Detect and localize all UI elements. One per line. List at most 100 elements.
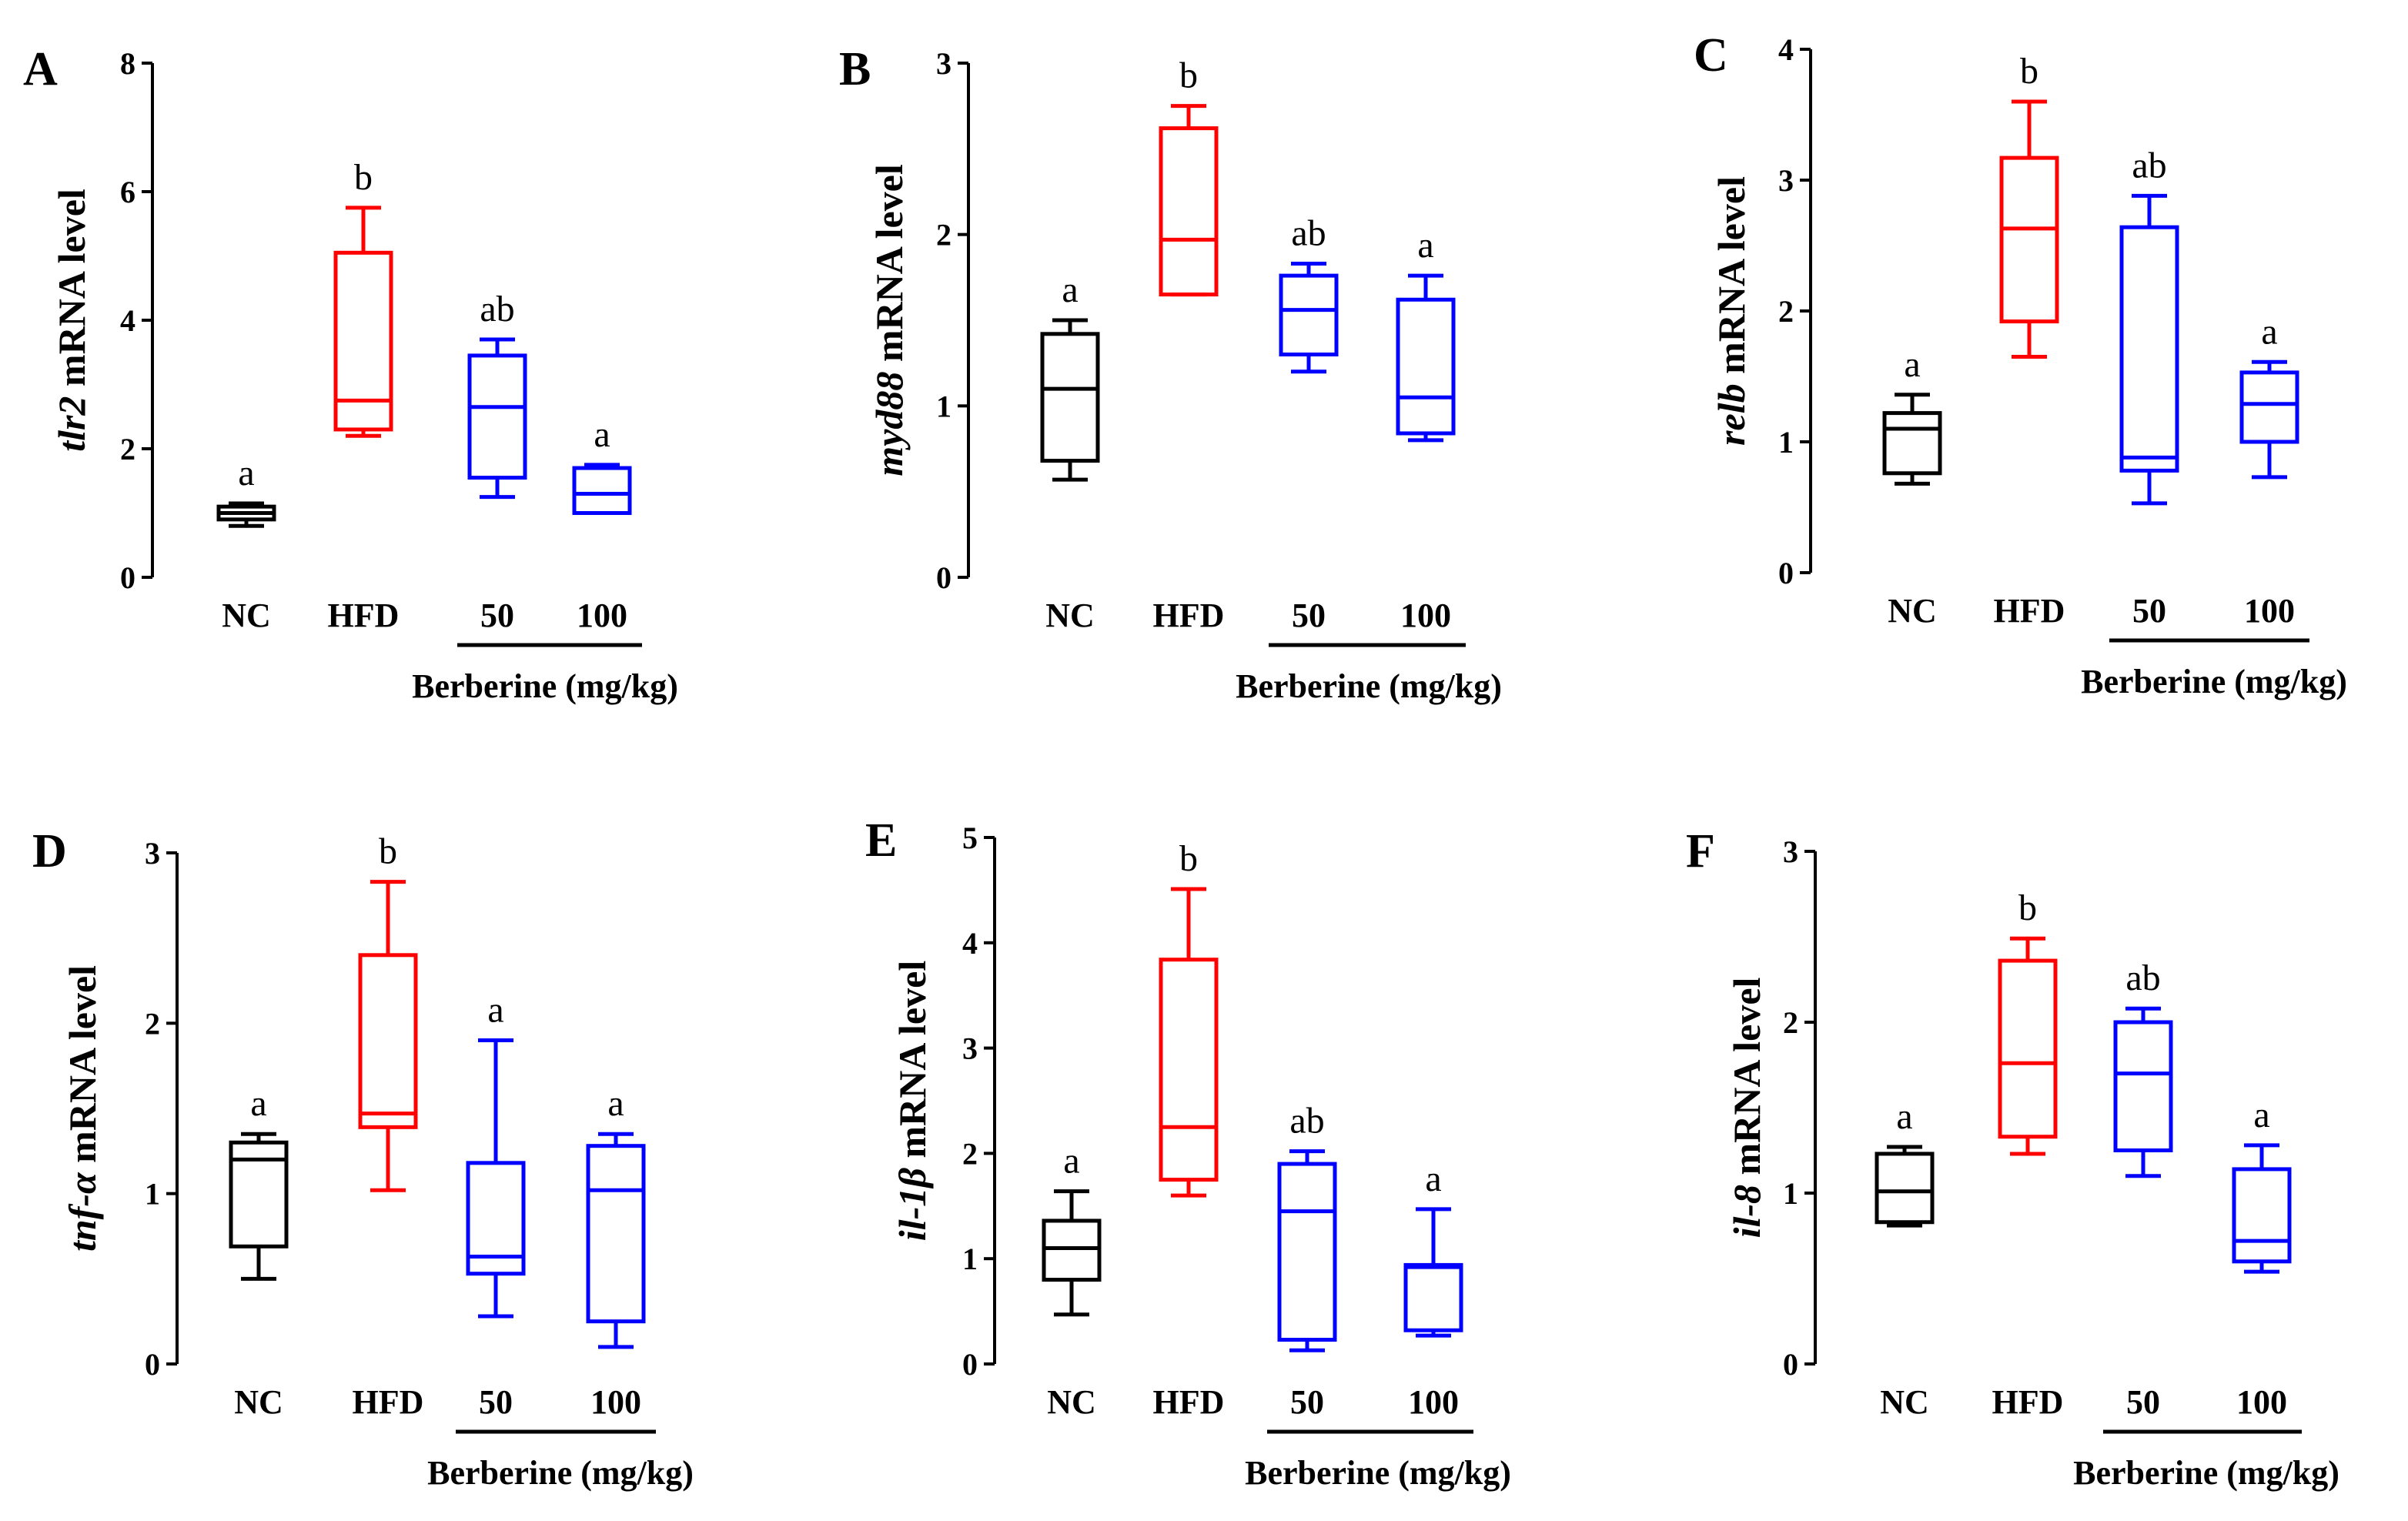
box-iqr xyxy=(1396,297,1456,436)
box-iqr xyxy=(2239,370,2299,444)
significance-letter: a xyxy=(594,414,610,455)
y-axis-gene: tlr2 xyxy=(50,396,93,452)
box-100: a xyxy=(586,1083,646,1349)
category-label: 100 xyxy=(1408,1383,1459,1421)
significance-letter: ab xyxy=(1289,1101,1324,1142)
category-label: HFD xyxy=(1153,597,1225,634)
y-tick-label: 2 xyxy=(962,1136,978,1171)
category-label: NC xyxy=(1880,1383,1929,1421)
box-100: a xyxy=(572,414,632,515)
category-label: 50 xyxy=(480,597,514,634)
y-tick-label: 3 xyxy=(936,46,951,81)
y-tick-label: 3 xyxy=(1778,163,1794,198)
y-axis-suffix: mRNA level xyxy=(891,961,934,1168)
significance-letter: a xyxy=(2261,311,2277,352)
significance-letter: a xyxy=(1417,225,1433,266)
category-label: 50 xyxy=(1292,597,1326,634)
box-iqr xyxy=(1159,958,1219,1182)
box-iqr xyxy=(358,953,418,1129)
box-50: a xyxy=(466,989,526,1319)
y-axis-suffix: mRNA level xyxy=(50,189,93,396)
box-hfd: b xyxy=(333,157,393,438)
category-label: 50 xyxy=(1290,1383,1324,1421)
y-axis-gene: myd88 xyxy=(868,372,911,476)
category-label: 50 xyxy=(2126,1383,2160,1421)
y-tick-label: 4 xyxy=(962,926,978,961)
box-nc: a xyxy=(229,1083,289,1281)
box-nc: a xyxy=(1875,1096,1935,1228)
category-label: NC xyxy=(234,1383,283,1421)
box-hfd: b xyxy=(358,831,418,1192)
significance-letter: a xyxy=(1904,344,1920,385)
y-axis-label: tnf-α mRNA level xyxy=(61,965,104,1252)
group-label: Berberine (mg/kg) xyxy=(1245,1454,1511,1492)
box-iqr xyxy=(1279,273,1339,357)
category-label: 100 xyxy=(590,1383,641,1421)
box-hfd: b xyxy=(1999,51,2059,359)
y-axis-gene: relb xyxy=(1710,383,1753,446)
category-label: HFD xyxy=(1992,1383,2064,1421)
category-label: NC xyxy=(1047,1383,1096,1421)
significance-letter: ab xyxy=(480,289,514,329)
box-nc: a xyxy=(1040,269,1100,482)
significance-letter: a xyxy=(487,989,503,1030)
significance-letter: b xyxy=(2018,888,2037,928)
significance-letter: a xyxy=(1063,1141,1079,1182)
y-tick-label: 2 xyxy=(936,218,951,252)
y-tick-label: 4 xyxy=(1778,32,1794,67)
group-label: Berberine (mg/kg) xyxy=(2073,1454,2339,1492)
box-nc: a xyxy=(1882,344,1942,486)
box-iqr xyxy=(2232,1167,2292,1264)
panel-c: C 0 1 2 3 4 relb mRNA level a NC b HFD ab 50 a 100 Berb… xyxy=(1694,29,2347,700)
category-label: NC xyxy=(1045,597,1095,634)
significance-letter: ab xyxy=(2132,145,2166,186)
y-tick-label: 0 xyxy=(962,1347,978,1382)
group-label: Berberine (mg/kg) xyxy=(2081,663,2347,700)
panel-letter: C xyxy=(1694,29,1728,82)
y-tick-label: 3 xyxy=(1783,834,1798,869)
y-axis-label: relb mRNA level xyxy=(1710,176,1753,446)
box-iqr xyxy=(229,1140,289,1249)
panel-letter: E xyxy=(865,814,897,867)
significance-letter: a xyxy=(250,1083,266,1124)
box-iqr xyxy=(1998,958,2058,1139)
y-axis-gene: il-1β xyxy=(891,1168,934,1241)
box-iqr xyxy=(1277,1162,1337,1342)
significance-letter: b xyxy=(2020,51,2038,92)
box-50: ab xyxy=(2119,145,2179,506)
y-tick-label: 0 xyxy=(1778,556,1794,590)
significance-letter: a xyxy=(238,453,254,493)
category-label: HFD xyxy=(328,597,400,634)
category-label: 50 xyxy=(479,1383,513,1421)
y-axis-suffix: mRNA level xyxy=(61,965,104,1172)
box-50: ab xyxy=(467,289,527,500)
panel-a: A 0 2 4 6 8 tlr2 mRNA level a NC b HFD ab 50 a 100 Berb… xyxy=(23,43,678,705)
significance-letter: a xyxy=(2253,1095,2269,1135)
y-axis-label: il-1β mRNA level xyxy=(891,961,934,1242)
y-tick-label: 1 xyxy=(1778,425,1794,460)
box-nc: a xyxy=(216,453,276,528)
group-label: Berberine (mg/kg) xyxy=(1236,667,1502,705)
y-tick-label: 0 xyxy=(120,560,135,595)
category-label: NC xyxy=(1888,592,1937,630)
panel-letter: A xyxy=(23,43,58,95)
box-iqr xyxy=(1882,411,1942,476)
box-iqr xyxy=(1042,1218,1102,1282)
significance-letter: ab xyxy=(2125,958,2160,998)
y-tick-label: 4 xyxy=(120,303,135,338)
y-tick-label: 2 xyxy=(1778,294,1794,329)
y-axis-gene: tnf-α xyxy=(61,1172,104,1252)
category-label: 50 xyxy=(2132,592,2166,630)
y-axis-suffix: mRNA level xyxy=(1725,977,1768,1184)
y-tick-label: 0 xyxy=(1783,1347,1798,1382)
panel-e: E 0 1 2 3 4 5 il-1β mRNA level a NC b HFD ab 50 a 100 Be… xyxy=(865,814,1511,1492)
y-axis-suffix: mRNA level xyxy=(868,164,911,371)
y-tick-label: 1 xyxy=(936,389,951,423)
group-label: Berberine (mg/kg) xyxy=(427,1454,694,1492)
significance-letter: a xyxy=(607,1083,624,1124)
y-tick-label: 0 xyxy=(936,560,951,595)
y-tick-label: 1 xyxy=(962,1242,978,1276)
box-100: a xyxy=(2239,311,2299,480)
y-tick-label: 2 xyxy=(1783,1005,1798,1040)
